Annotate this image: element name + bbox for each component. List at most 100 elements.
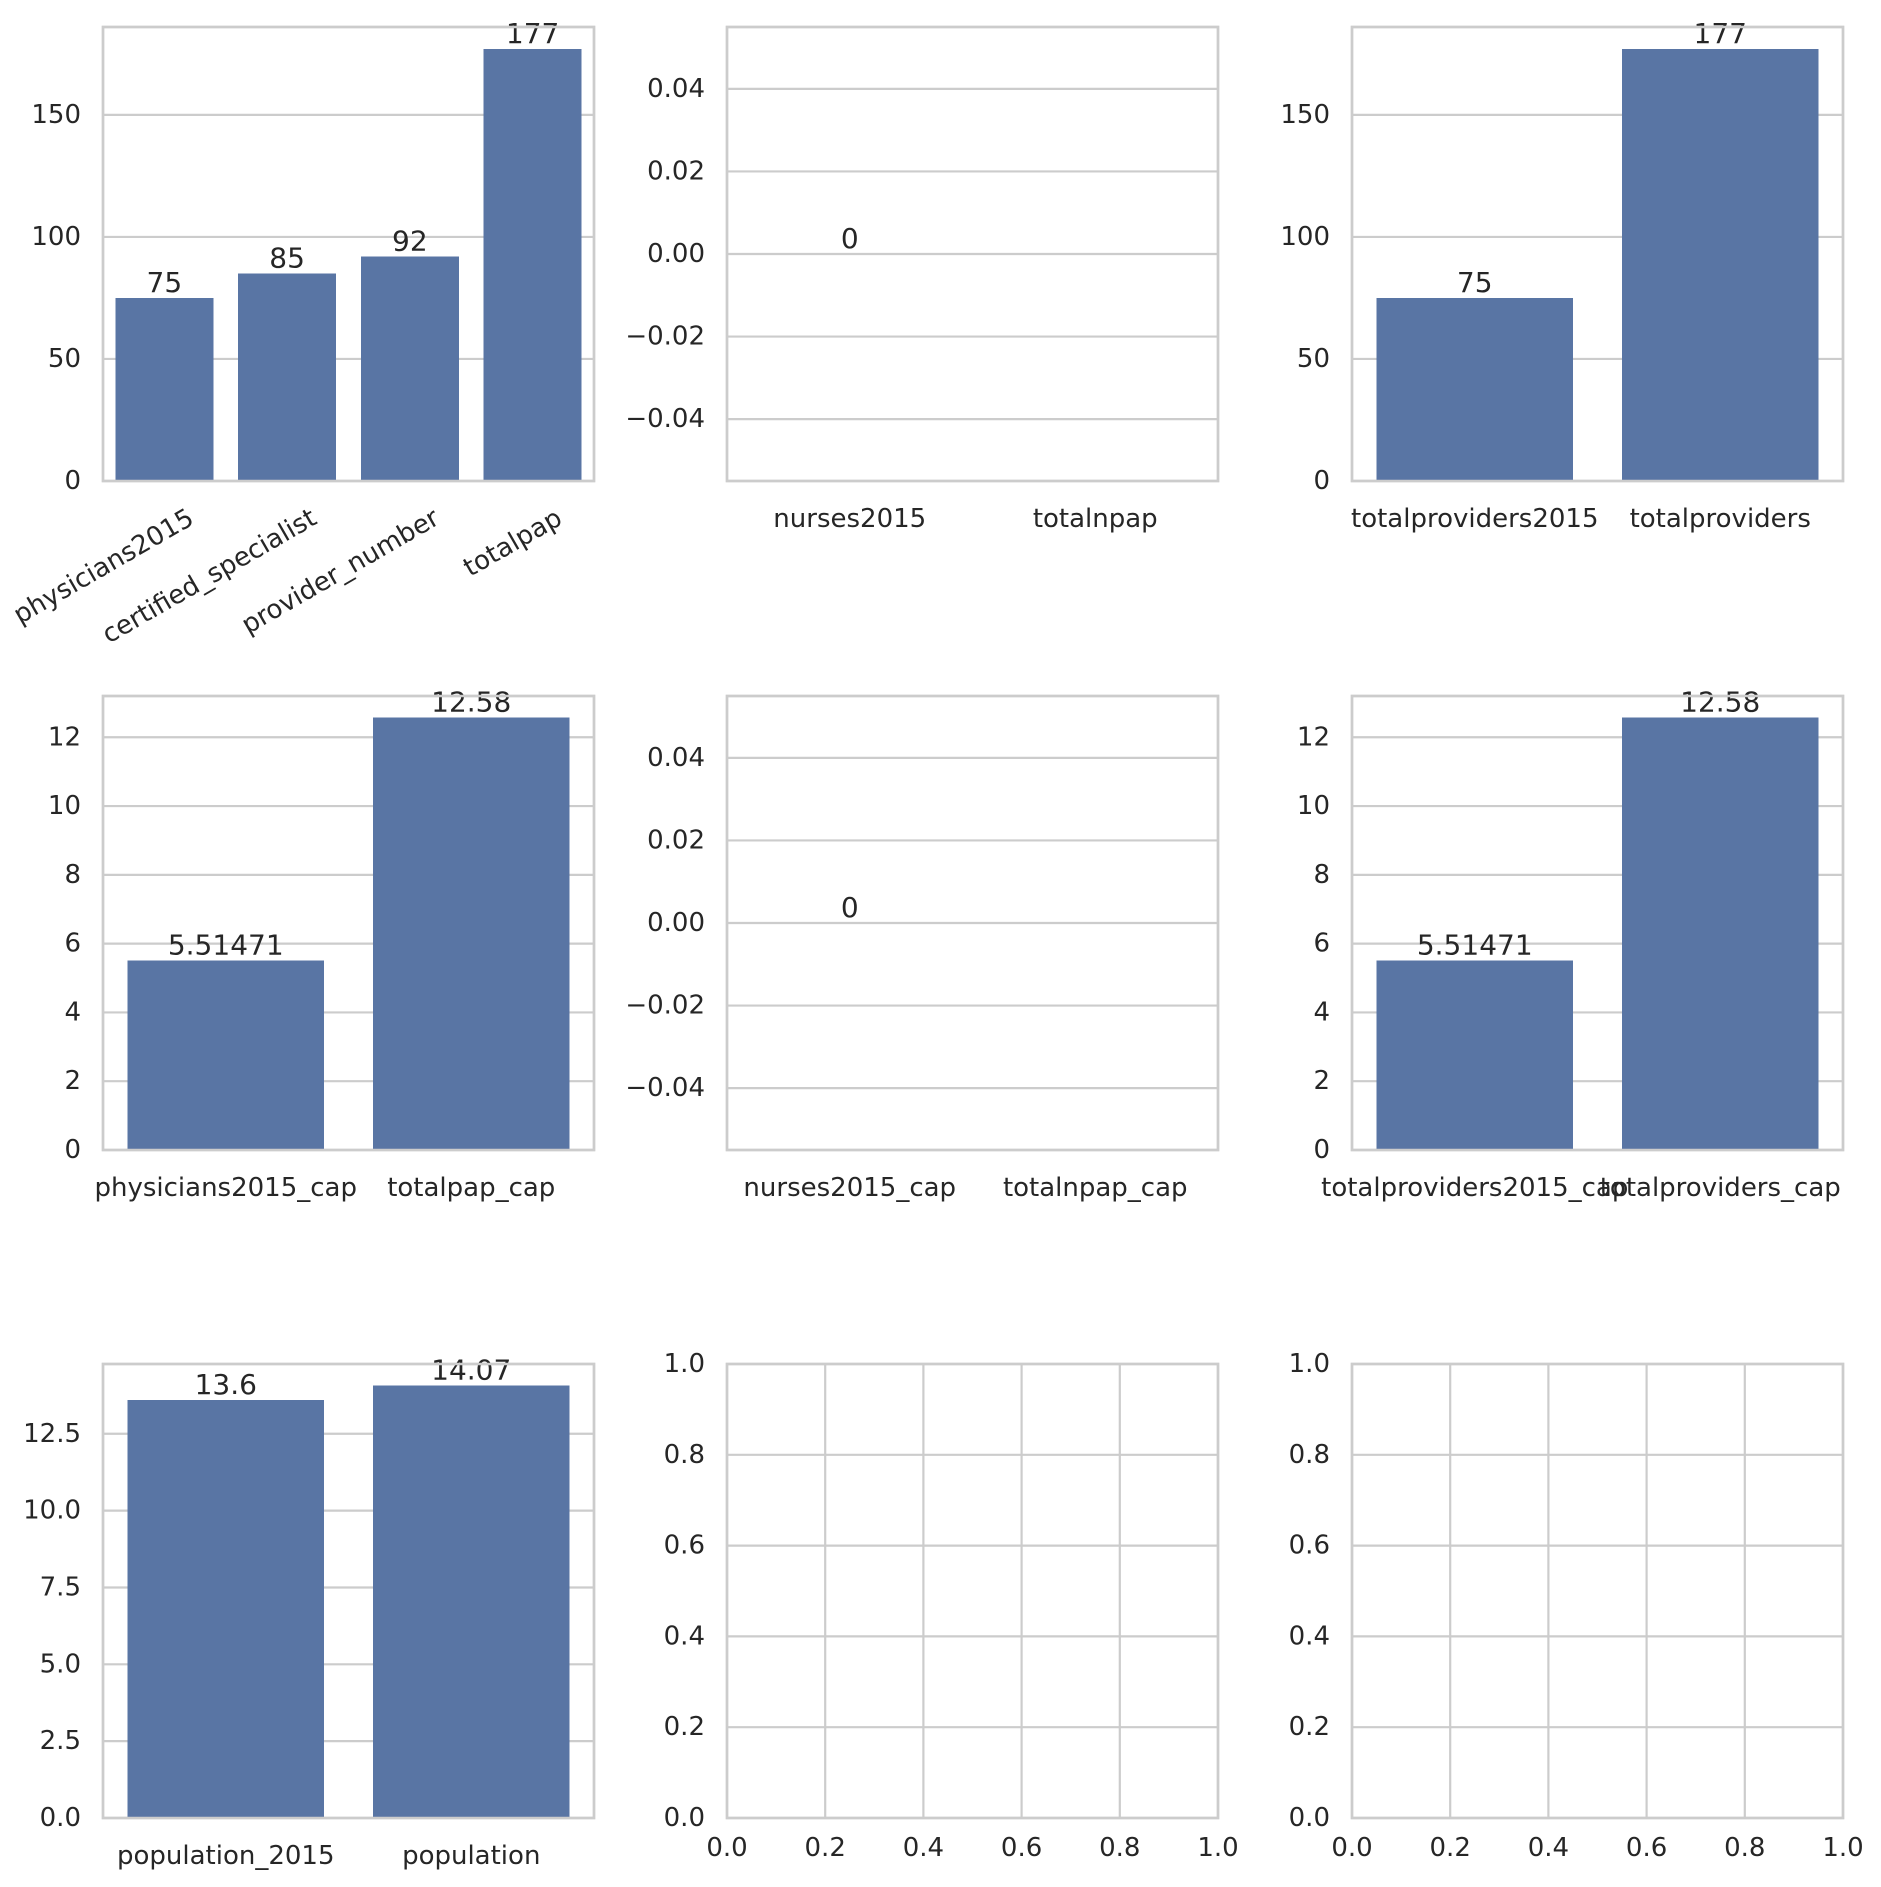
- x-tick-label: provider_number: [237, 503, 445, 641]
- bar-population_2015: [127, 1399, 324, 1818]
- y-tick-label: 8: [1313, 860, 1330, 890]
- x-tick-label: 1.0: [1822, 1833, 1863, 1863]
- y-tick-label: 10.0: [23, 1496, 81, 1526]
- y-tick-label: 0: [64, 1135, 81, 1165]
- plot-frame: [101, 25, 596, 483]
- plot-frame: [725, 694, 1220, 1152]
- chart-panel-3: 0 50 100 150 75 totalproviders2015 177 totalpro…: [1280, 17, 1845, 534]
- x-tick-label: 0.6: [1626, 1833, 1667, 1863]
- bar-value-label: 13.6: [195, 1368, 257, 1401]
- y-tick-label: 0.02: [647, 825, 705, 855]
- bar-value-label: 14.07: [431, 1354, 511, 1387]
- plot-frame: [1350, 694, 1845, 1152]
- x-tick-label: 0.4: [903, 1833, 944, 1863]
- bar-physicians2015: [115, 297, 214, 481]
- x-tick-label: totalpap_cap: [387, 1173, 555, 1203]
- x-tick-label: population_2015: [117, 1841, 335, 1871]
- x-tick-label: 0.6: [1001, 1833, 1042, 1863]
- y-tick-label: 5.0: [40, 1649, 81, 1679]
- y-tick-label: 100: [1280, 222, 1330, 252]
- y-tick-label: 0.6: [1289, 1531, 1330, 1561]
- y-tick-label: 0.04: [647, 743, 705, 773]
- plot-frame: [101, 1362, 596, 1820]
- plot-frame: [725, 25, 1220, 483]
- x-tick-label: totalpap: [458, 503, 567, 583]
- x-tick-label: physicians2015_cap: [94, 1173, 357, 1203]
- y-tick-label: 1.0: [1289, 1349, 1330, 1379]
- chart-panel-2: −0.04 −0.02 0.00 0.02 0.04 0 nurses2015 totalnp…: [625, 25, 1220, 534]
- x-tick-label: 0.0: [706, 1833, 747, 1863]
- y-tick-label: 0.8: [664, 1440, 705, 1470]
- plot-frame: [1350, 25, 1845, 483]
- y-tick-label: −0.04: [625, 1073, 705, 1103]
- y-tick-label: 0.6: [664, 1531, 705, 1561]
- chart-panel-5: −0.04 −0.02 0.00 0.02 0.04 0 nurses2015_cap tot…: [625, 694, 1220, 1203]
- bar-certified_specialist: [238, 273, 337, 481]
- plot-frame: [101, 694, 596, 1152]
- y-tick-label: 1.0: [664, 1349, 705, 1379]
- y-tick-label: 2: [64, 1066, 81, 1096]
- plot-frame: [1350, 1362, 1845, 1820]
- x-tick-label: 0.8: [1099, 1833, 1140, 1863]
- y-tick-label: 0: [64, 466, 81, 496]
- x-tick-label: 0.2: [1430, 1833, 1471, 1863]
- y-tick-label: 50: [48, 344, 81, 374]
- bar-totalproviders: [1622, 48, 1819, 481]
- y-tick-label: −0.04: [625, 404, 705, 434]
- bar-value-label: 12.58: [431, 685, 511, 718]
- bar-value-label: 92: [392, 224, 428, 257]
- bar-value-label: 75: [147, 266, 183, 299]
- bar-value-label: 177: [506, 17, 559, 50]
- bar-value-label: 0: [841, 222, 859, 255]
- bar-totalproviders2015_cap: [1376, 960, 1573, 1150]
- bar-physicians2015_cap: [127, 960, 324, 1150]
- y-tick-label: 12: [1297, 722, 1330, 752]
- y-tick-label: 0.04: [647, 74, 705, 104]
- y-tick-label: 6: [64, 929, 81, 959]
- y-tick-label: 4: [1313, 997, 1330, 1027]
- chart-panel-8: 0.0 0.2 0.4 0.6 0.8 1.0 0.0 0.2 0.4 0.6 0.8 1.0: [664, 1349, 1239, 1863]
- y-tick-label: 6: [1313, 929, 1330, 959]
- bar-value-label: 12.58: [1680, 685, 1760, 718]
- bar-totalpap_cap: [373, 717, 570, 1150]
- y-tick-label: 0: [1313, 1135, 1330, 1165]
- y-tick-label: 0.0: [664, 1803, 705, 1833]
- y-tick-label: 12.5: [23, 1419, 81, 1449]
- y-tick-label: 0.02: [647, 156, 705, 186]
- x-tick-label: totalproviders: [1630, 504, 1811, 534]
- x-tick-label: totalproviders_cap: [1600, 1173, 1841, 1203]
- y-tick-label: 8: [64, 860, 81, 890]
- plot-frame: [725, 1362, 1220, 1820]
- x-tick-label: 0.4: [1528, 1833, 1569, 1863]
- y-tick-label: 150: [1280, 100, 1330, 130]
- bar-value-label: 0: [841, 891, 859, 924]
- x-tick-label: totalnpap_cap: [1003, 1173, 1188, 1203]
- y-tick-label: 0.4: [664, 1621, 705, 1651]
- y-tick-label: 12: [48, 722, 81, 752]
- y-tick-label: 150: [31, 100, 81, 130]
- x-tick-label: totalnpap: [1033, 504, 1158, 534]
- x-tick-label: totalproviders2015_cap: [1321, 1173, 1628, 1203]
- chart-panel-4: 0 2 4 6 8 10 12 5.51471 physicians2015_cap 12.58 t…: [48, 685, 596, 1203]
- bar-value-label: 85: [269, 242, 305, 275]
- x-tick-label: certified_specialist: [97, 503, 322, 650]
- x-tick-label: 0.0: [1331, 1833, 1372, 1863]
- y-tick-label: 100: [31, 222, 81, 252]
- y-tick-label: 0.2: [1289, 1712, 1330, 1742]
- x-tick-label: nurses2015_cap: [743, 1173, 956, 1203]
- y-tick-label: 0.00: [647, 908, 705, 938]
- chart-panel-9: 0.0 0.2 0.4 0.6 0.8 1.0 0.0 0.2 0.4 0.6 0.8 1.0: [1289, 1349, 1864, 1863]
- x-tick-label: population: [402, 1841, 540, 1871]
- y-tick-label: −0.02: [625, 322, 705, 352]
- y-tick-label: 4: [64, 997, 81, 1027]
- bar-value-label: 5.51471: [168, 928, 284, 961]
- chart-panel-6: 0 2 4 6 8 10 12 5.51471 totalproviders2015_cap 12…: [1297, 685, 1845, 1203]
- bar-provider_number: [360, 256, 459, 481]
- bar-population: [373, 1385, 570, 1818]
- chart-panel-1: 05010015075physicians201585certified_spe…: [8, 17, 596, 650]
- y-tick-label: 0: [1313, 466, 1330, 496]
- y-tick-label: 0.0: [1289, 1803, 1330, 1833]
- y-tick-label: 0.0: [40, 1803, 81, 1833]
- y-tick-label: −0.02: [625, 991, 705, 1021]
